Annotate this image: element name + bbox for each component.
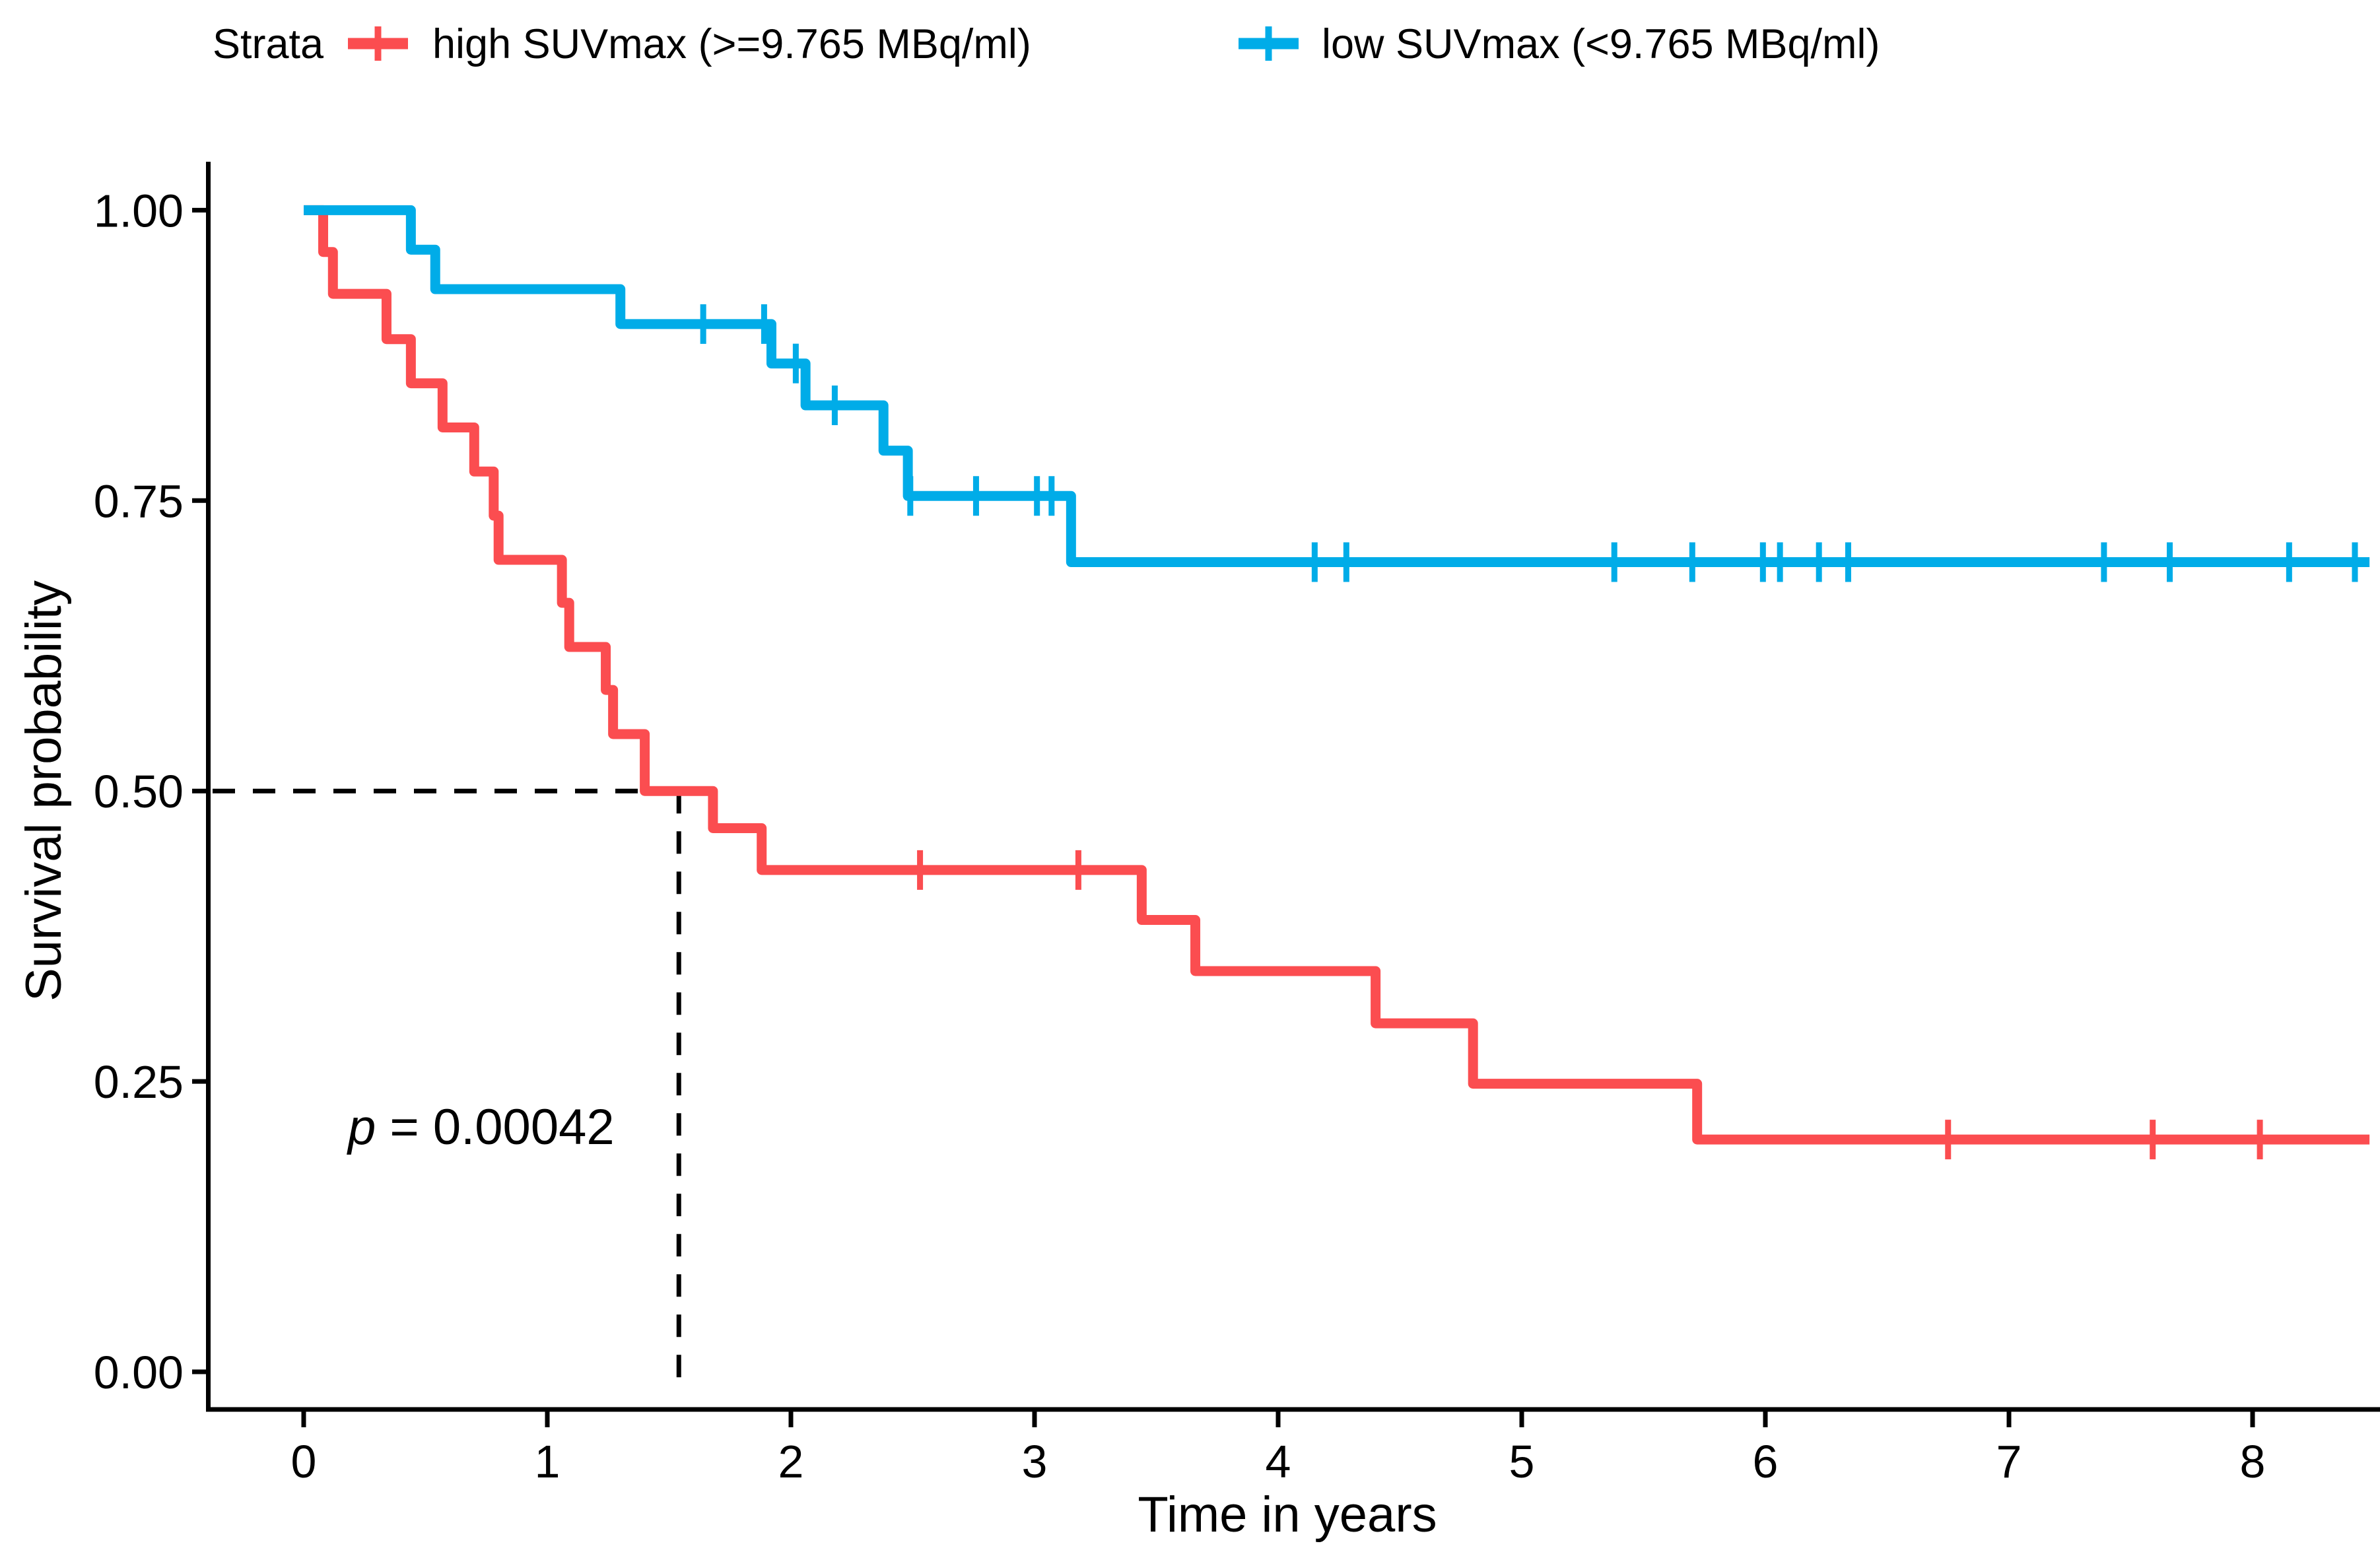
series-low-suvmax <box>304 205 2370 582</box>
x-tick-label: 1 <box>535 1436 561 1487</box>
x-tick-label: 0 <box>291 1436 317 1487</box>
x-tick-label: 3 <box>1022 1436 1048 1487</box>
x-axis: Time in years 0 1 2 3 4 5 6 7 8 <box>206 1407 2380 1543</box>
x-axis-title: Time in years <box>1138 1487 1437 1543</box>
legend-label-low-suvmax: low SUVmax (<9.765 MBq/ml) <box>1322 21 1880 67</box>
y-axis: Survival probability 0.00 0.25 0.50 0.75 1.0… <box>16 162 211 1412</box>
y-tick-label: 0.25 <box>94 1056 184 1108</box>
y-tick-label: 0.50 <box>94 766 184 817</box>
x-tick-group: 0 1 2 3 4 5 6 7 8 <box>291 1409 2266 1487</box>
y-tick-label: 0.75 <box>94 475 184 527</box>
series-high-suvmax <box>304 205 2370 1160</box>
x-tick-label: 4 <box>1266 1436 1291 1487</box>
legend-entry-high-suvmax: high SUVmax (>=9.765 MBq/ml) <box>348 21 1031 67</box>
median-reference-lines <box>213 788 681 1385</box>
p-value-annotation: p = 0.00042 <box>347 1099 615 1155</box>
y-axis-title: Survival probability <box>16 580 72 1001</box>
x-tick-label: 8 <box>2240 1436 2266 1487</box>
legend: Strata high SUVmax (>=9.765 MBq/ml) low … <box>213 21 1880 67</box>
legend-label-high-suvmax: high SUVmax (>=9.765 MBq/ml) <box>432 21 1031 67</box>
legend-title: Strata <box>213 21 324 67</box>
legend-entry-low-suvmax: low SUVmax (<9.765 MBq/ml) <box>1239 21 1880 67</box>
x-tick-label: 7 <box>1996 1436 2022 1487</box>
x-tick-label: 5 <box>1509 1436 1535 1487</box>
km-step-curve <box>304 205 2370 1145</box>
x-tick-label: 2 <box>778 1436 804 1487</box>
y-tick-group: 0.00 0.25 0.50 0.75 1.00 <box>94 185 208 1398</box>
km-step-curve <box>304 205 2370 568</box>
y-tick-label: 1.00 <box>94 185 184 236</box>
y-tick-label: 0.00 <box>94 1347 184 1398</box>
x-tick-label: 6 <box>1753 1436 1779 1487</box>
survival-curves <box>304 205 2370 1160</box>
